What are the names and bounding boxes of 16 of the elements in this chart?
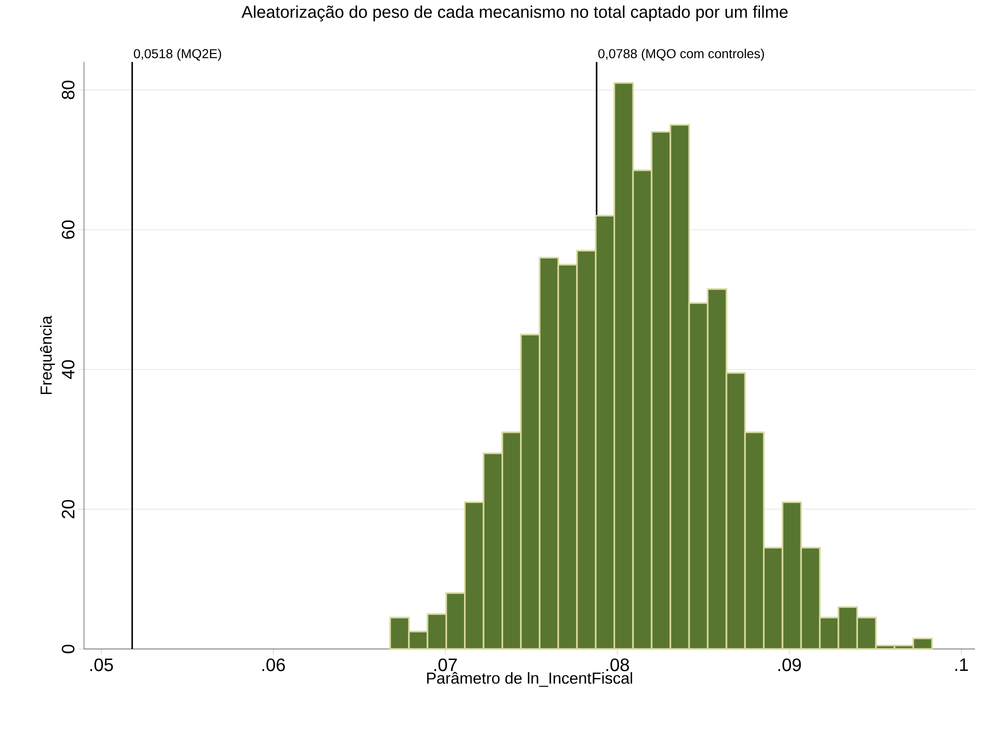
x-tick-label: .07: [434, 658, 457, 672]
y-tick-label: 20: [62, 500, 74, 518]
y-axis-title: Frequência: [40, 316, 55, 394]
y-tick-label: 60: [62, 220, 74, 239]
y-tick-label: 0: [62, 644, 74, 654]
ref-line-label: 0,0518 (MQ2E): [134, 48, 222, 61]
chart-title: Aleatorização do peso de cada mecanismo no total captado por um filme: [242, 6, 788, 22]
x-tick-label: .09: [778, 658, 801, 672]
y-tick-label: 80: [62, 80, 74, 100]
x-tick-label: .06: [262, 658, 285, 672]
x-tick-label: .08: [606, 658, 629, 672]
x-tick-label: .05: [90, 658, 113, 672]
x-tick-label: .1: [955, 658, 968, 671]
y-tick-label: 40: [62, 360, 74, 380]
ref-line-label: 0,0788 (MQO com controles): [598, 48, 764, 61]
x-axis-title: Parâmetro de ln_IncentFiscal: [427, 672, 632, 687]
